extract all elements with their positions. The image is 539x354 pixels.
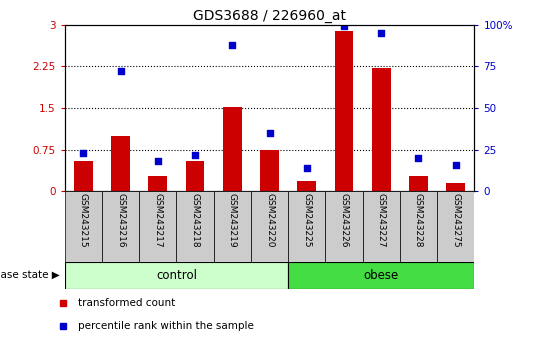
Bar	[251, 191, 288, 262]
Point	[79, 150, 88, 156]
Bar	[409, 176, 428, 191]
Text: control: control	[156, 269, 197, 282]
Bar	[65, 191, 102, 262]
Text: GSM243218: GSM243218	[190, 193, 199, 248]
Text: disease state ▶: disease state ▶	[0, 270, 59, 280]
Text: GSM243215: GSM243215	[79, 193, 88, 248]
Text: GSM243275: GSM243275	[451, 193, 460, 248]
Point	[451, 162, 460, 167]
Point	[265, 130, 274, 136]
Bar	[326, 191, 363, 262]
Text: GDS3688 / 226960_at: GDS3688 / 226960_at	[193, 9, 346, 23]
Bar	[446, 183, 465, 191]
Bar	[148, 176, 167, 191]
Text: GSM243219: GSM243219	[228, 193, 237, 248]
Bar	[260, 149, 279, 191]
Point	[340, 24, 348, 29]
Text: GSM243220: GSM243220	[265, 193, 274, 248]
Bar	[288, 262, 474, 289]
Point	[302, 165, 311, 171]
Bar	[288, 191, 326, 262]
Bar	[213, 191, 251, 262]
Point	[414, 155, 423, 161]
Bar	[298, 181, 316, 191]
Bar	[372, 68, 391, 191]
Bar	[363, 191, 400, 262]
Text: GSM243225: GSM243225	[302, 193, 311, 248]
Text: GSM243227: GSM243227	[377, 193, 386, 248]
Bar	[186, 161, 204, 191]
Bar	[400, 191, 437, 262]
Point	[377, 30, 385, 36]
Text: GSM243217: GSM243217	[153, 193, 162, 248]
Point	[116, 69, 125, 74]
Text: GSM243216: GSM243216	[116, 193, 125, 248]
Bar	[176, 191, 213, 262]
Bar	[102, 191, 139, 262]
Bar	[223, 107, 241, 191]
Text: transformed count: transformed count	[78, 298, 175, 308]
Text: GSM243226: GSM243226	[340, 193, 349, 248]
Text: GSM243228: GSM243228	[414, 193, 423, 248]
Point	[191, 152, 199, 158]
Bar	[437, 191, 474, 262]
Bar	[139, 191, 176, 262]
Bar	[65, 262, 288, 289]
Text: obese: obese	[364, 269, 399, 282]
Text: percentile rank within the sample: percentile rank within the sample	[78, 321, 253, 331]
Bar	[74, 161, 93, 191]
Bar	[111, 136, 130, 191]
Point	[228, 42, 237, 47]
Point	[154, 158, 162, 164]
Bar	[335, 32, 353, 191]
